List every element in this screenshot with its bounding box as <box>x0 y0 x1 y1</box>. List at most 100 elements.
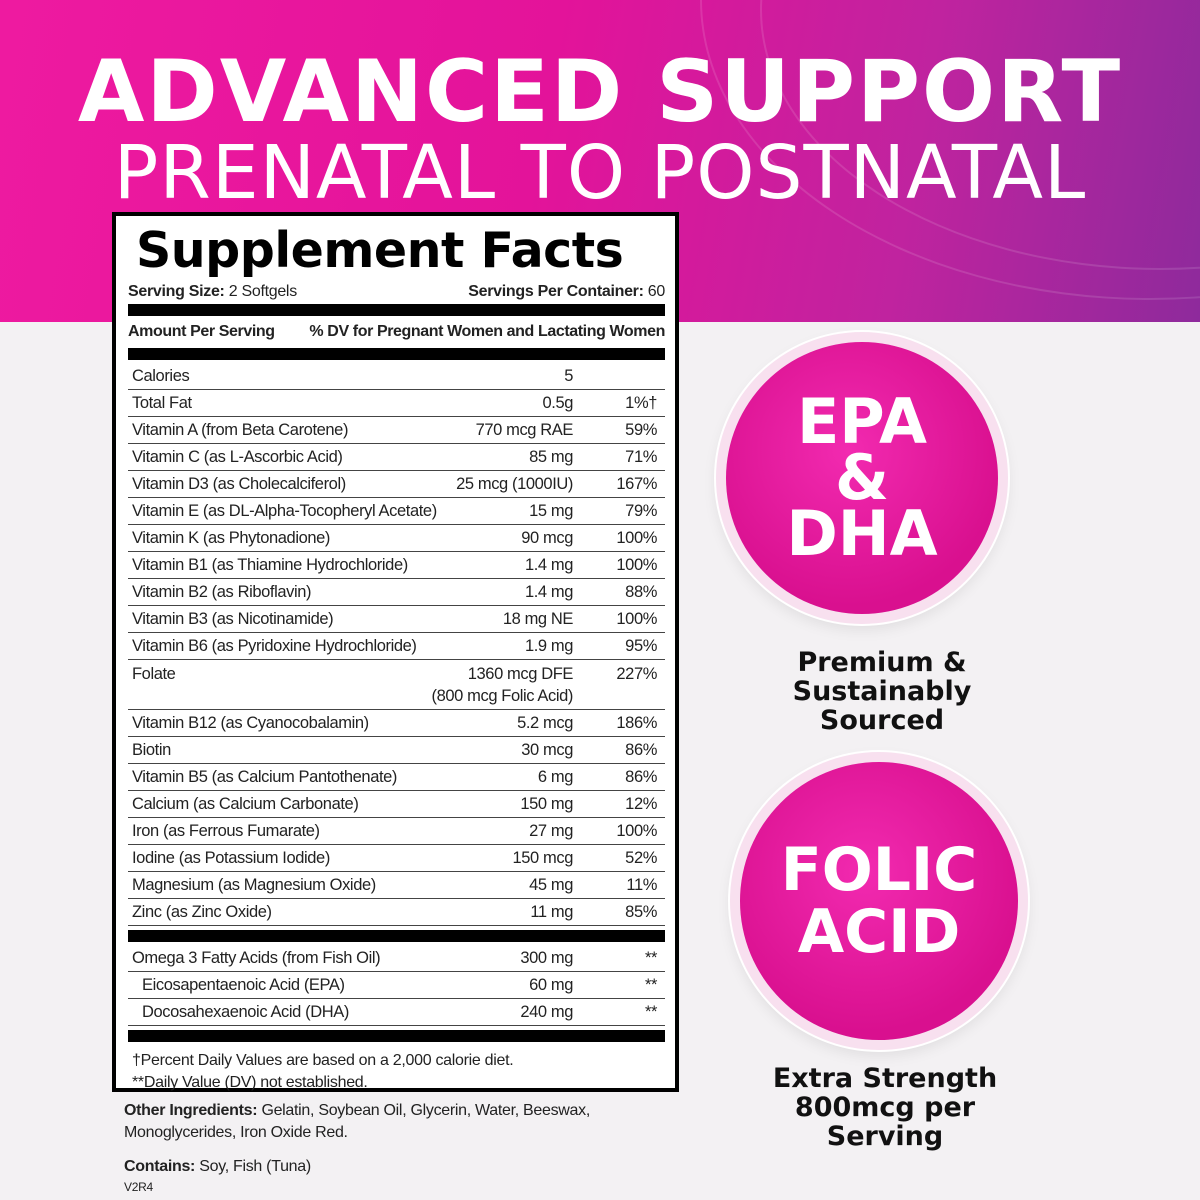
nutrient-amount: 770 mcg RAE <box>475 421 574 439</box>
nutrient-row: Folate 1360 mcg DFE (800 mcg Folic Acid) 22… <box>128 660 665 710</box>
nutrient-list: Calories 5 Total Fat 0.5g 1%† Vitamin A (from… <box>128 363 665 926</box>
servings: 60 <box>647 283 666 300</box>
nutrient-dv: 79% <box>625 502 657 520</box>
nutrient-name: Vitamin C (as L-Ascorbic Acid) <box>132 448 343 466</box>
nutrient-name: Vitamin D3 (as Cholecalciferol) <box>132 475 346 493</box>
nutrient-amount-cell: 30 mcg <box>521 737 573 764</box>
divider <box>128 1030 665 1042</box>
nutrient-name: Calories <box>132 367 190 385</box>
nutrient-name: Vitamin B5 (as Calcium Pantothenate) <box>132 768 398 786</box>
nutrient-amount: 15 mg <box>529 502 573 520</box>
nutrient-amount: 30 mcg <box>521 741 573 759</box>
nutrient-name: Omega 3 Fatty Acids (from Fish Oil) <box>132 949 381 967</box>
nutrient-amount-detail: (800 mcg Folic Acid) <box>431 687 574 705</box>
nutrient-amount-cell: 0.5g <box>542 390 573 417</box>
nutrient-dv: 85% <box>625 903 657 921</box>
subheadline: PRENATAL TO POSTNATAL <box>113 130 1087 216</box>
nutrient-name: Vitamin B12 (as Cyanocobalamin) <box>132 714 369 732</box>
nutrient-amount: 85 mg <box>529 448 573 466</box>
badge-caption: Extra Strength 800mcg per Serving <box>740 1064 1030 1151</box>
nutrient-amount: 240 mg <box>520 1003 573 1021</box>
caption-line: Premium & <box>797 647 967 678</box>
nutrient-amount: 1360 mcg DFE <box>467 665 574 683</box>
nutrient-row: Vitamin E (as DL-Alpha-Tocopheryl Acetat… <box>128 498 665 525</box>
badge-caption: Premium & Sustainably Sourced <box>762 648 1002 735</box>
badge-text: FOLIC <box>780 835 978 905</box>
nutrient-amount-cell: 11 mg <box>530 899 573 926</box>
nutrient-row: Vitamin A (from Beta Carotene) 770 mcg RA… <box>128 417 665 444</box>
nutrient-amount-cell: 25 mcg (1000IU) <box>456 471 573 498</box>
nutrient-amount-cell: 5 <box>564 363 573 390</box>
nutrient-amount-cell: 300 mg <box>520 945 573 972</box>
nutrient-dv: 186% <box>616 714 657 732</box>
nutrient-row: Vitamin B1 (as Thiamine Hydrochloride) 1.… <box>128 552 665 579</box>
nutrient-dv: 86% <box>625 768 657 786</box>
nutrient-amount-cell: 1360 mcg DFE (800 mcg Folic Acid) <box>431 663 574 707</box>
nutrient-name: Vitamin B3 (as Nicotinamide) <box>132 610 334 628</box>
caption-line: 800mcg per <box>794 1092 976 1123</box>
nutrient-row: Magnesium (as Magnesium Oxide) 45 mg 11% <box>128 872 665 899</box>
nutrient-row: Calories 5 <box>128 363 665 390</box>
footnote-dv: †Percent Daily Values are based on a 2,0… <box>132 1052 514 1069</box>
badge-text: DHA <box>786 497 938 570</box>
nutrient-name: Docosahexaenoic Acid (DHA) <box>142 1003 349 1021</box>
nutrient-row: Biotin 30 mcg 86% <box>128 737 665 764</box>
nutrient-row: Iron (as Ferrous Fumarate) 27 mg 100% <box>128 818 665 845</box>
nutrient-amount: 5.2 mcg <box>517 714 573 732</box>
nutrient-amount-cell: 18 mg NE <box>503 606 574 633</box>
facts-title: Supplement Facts <box>136 222 624 279</box>
nutrient-name: Biotin <box>132 741 171 759</box>
version-code: V2R4 <box>124 1180 153 1194</box>
nutrient-amount-cell: 85 mg <box>529 444 573 471</box>
nutrient-name: Total Fat <box>132 394 192 412</box>
nutrient-dv: 11% <box>626 876 657 894</box>
footnotes: †Percent Daily Values are based on a 2,0… <box>128 1050 665 1094</box>
nutrient-amount-cell: 5.2 mcg <box>517 710 573 737</box>
caption-line: Sourced <box>819 705 945 736</box>
divider <box>128 348 665 360</box>
nutrient-dv: 71% <box>625 448 657 466</box>
nutrient-amount-cell: 27 mg <box>529 818 573 845</box>
other-ingredients-text: Gelatin, Soybean Oil, Glycerin, Water, B… <box>124 1102 591 1141</box>
nutrient-name: Zinc (as Zinc Oxide) <box>132 903 272 921</box>
nutrient-amount-cell: 1.4 mg <box>525 552 573 579</box>
nutrient-dv: ** <box>644 976 657 994</box>
nutrient-dv: ** <box>644 1003 657 1021</box>
nutrient-amount-cell: 1.9 mg <box>525 633 573 660</box>
omega-list: Omega 3 Fatty Acids (from Fish Oil) 300 m… <box>128 945 665 1026</box>
nutrient-row: Iodine (as Potassium Iodide) 150 mcg 52% <box>128 845 665 872</box>
nutrient-row: Vitamin B3 (as Nicotinamide) 18 mg NE 100% <box>128 606 665 633</box>
footnote-not-established: **Daily Value (DV) not established. <box>132 1074 368 1091</box>
nutrient-name: Vitamin B2 (as Riboflavin) <box>132 583 312 601</box>
caption-line: Extra Strength <box>772 1063 998 1094</box>
nutrient-name: Eicosapentaenoic Acid (EPA) <box>142 976 345 994</box>
caption-line: Serving <box>826 1121 944 1152</box>
nutrient-amount-cell: 150 mg <box>520 791 573 818</box>
nutrient-dv: 52% <box>625 849 657 867</box>
other-ingredients: Other Ingredients: Gelatin, Soybean Oil,… <box>124 1100 664 1144</box>
caption-line: Sustainably <box>792 676 972 707</box>
nutrient-row: Vitamin B6 (as Pyridoxine Hydrochloride)… <box>128 633 665 660</box>
nutrient-amount: 1.4 mg <box>524 556 573 574</box>
nutrient-name: Vitamin K (as Phytonadione) <box>132 529 331 547</box>
nutrient-amount-cell: 60 mg <box>529 972 573 999</box>
nutrient-dv: 167% <box>616 475 657 493</box>
nutrient-dv: 227% <box>616 665 657 683</box>
nutrient-amount: 90 mcg <box>521 529 573 547</box>
nutrient-amount: 5 <box>564 367 573 385</box>
nutrient-dv: 86% <box>625 741 657 759</box>
nutrient-name: Vitamin B6 (as Pyridoxine Hydrochloride) <box>132 637 417 655</box>
nutrient-name: Folate <box>132 665 176 683</box>
supplement-facts-panel: Supplement Facts Serving Size: 2 Softgel… <box>112 212 679 1092</box>
contains: Contains: Soy, Fish (Tuna) <box>124 1156 664 1178</box>
nutrient-dv: ** <box>644 949 657 967</box>
nutrient-name: Vitamin A (from Beta Carotene) <box>132 421 349 439</box>
divider <box>128 930 665 942</box>
nutrient-amount: 150 mg <box>520 795 573 813</box>
nutrient-dv: 100% <box>616 822 657 840</box>
nutrient-row: Docosahexaenoic Acid (DHA) 240 mg ** <box>128 999 665 1026</box>
nutrient-row: Vitamin B5 (as Calcium Pantothenate) 6 mg… <box>128 764 665 791</box>
nutrient-dv: 100% <box>616 556 657 574</box>
nutrient-name: Vitamin E (as DL-Alpha-Tocopheryl Acetat… <box>132 502 437 520</box>
nutrient-amount-cell: 15 mg <box>529 498 573 525</box>
